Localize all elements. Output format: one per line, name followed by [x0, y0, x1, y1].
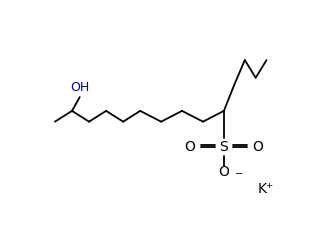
Text: K⁺: K⁺	[257, 182, 274, 196]
Text: O: O	[253, 140, 263, 154]
Text: OH: OH	[70, 81, 89, 94]
Text: −: −	[235, 169, 243, 179]
Text: S: S	[219, 140, 228, 154]
Text: O: O	[218, 165, 229, 179]
Text: O: O	[184, 140, 195, 154]
